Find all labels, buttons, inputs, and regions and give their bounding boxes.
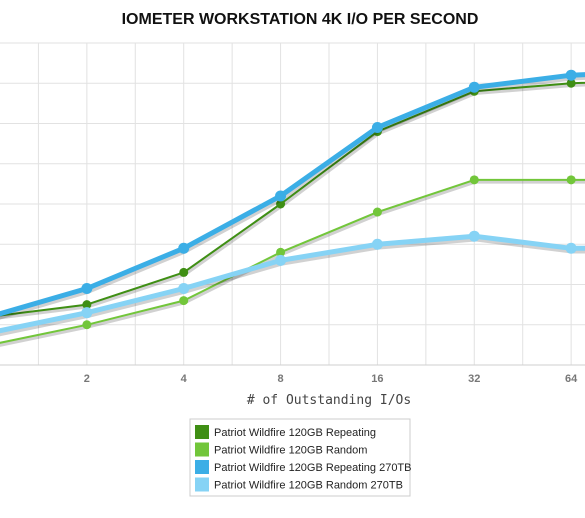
series-3 — [0, 69, 585, 320]
data-point — [276, 199, 286, 209]
x-tick-label: 2 — [84, 373, 90, 385]
legend-label: Patriot Wildfire 120GB Repeating — [214, 427, 376, 439]
data-point — [275, 254, 287, 266]
x-tick-label: 4 — [181, 373, 188, 385]
data-point — [82, 320, 92, 330]
series-line — [0, 81, 585, 317]
data-point — [81, 283, 93, 295]
legend: Patriot Wildfire 120GB Repeating Patriot … — [189, 418, 412, 497]
series-4 — [0, 230, 585, 337]
series-lines — [0, 69, 585, 347]
data-point — [371, 238, 383, 250]
data-point — [371, 122, 383, 134]
data-point — [566, 175, 576, 185]
data-point — [82, 300, 92, 310]
legend-box — [189, 418, 411, 497]
series-line — [0, 178, 585, 344]
legend-label: Patriot Wildfire 120GB Random — [214, 445, 367, 457]
x-tick-label: 8 — [278, 373, 284, 385]
data-point — [178, 283, 190, 295]
x-axis-ticks: 2 4 8 16 32 64 — [84, 373, 578, 385]
legend-label: Patriot Wildfire 120GB Random 270TB — [214, 480, 403, 492]
data-point — [275, 190, 287, 202]
data-point — [468, 230, 480, 242]
data-point — [179, 296, 189, 306]
x-axis-title: # of Outstanding I/Os — [247, 393, 411, 408]
data-point — [179, 267, 189, 277]
legend-swatch — [195, 425, 209, 439]
series-line-shadow — [0, 83, 585, 320]
data-point — [276, 247, 286, 257]
data-point — [469, 175, 479, 185]
data-point — [565, 242, 577, 254]
data-point — [372, 207, 382, 217]
data-point — [81, 307, 93, 319]
data-point — [178, 242, 190, 254]
data-point — [566, 78, 576, 88]
legend-swatch — [195, 442, 209, 457]
data-point — [565, 69, 577, 81]
legend-swatch — [195, 477, 209, 492]
legend-label: Patriot Wildfire 120GB Repeating 270TB — [214, 462, 412, 474]
x-tick-label: 32 — [468, 373, 480, 385]
series-line — [0, 233, 585, 334]
series-line — [0, 72, 585, 317]
chart-title: IOMETER WORKSTATION 4K I/O PER SECOND — [122, 11, 479, 28]
x-tick-label: 64 — [565, 373, 578, 385]
x-tick-label: 16 — [371, 373, 383, 385]
data-point — [468, 81, 480, 93]
series-2 — [0, 175, 585, 347]
series-line-shadow — [0, 180, 585, 347]
legend-swatch — [195, 460, 209, 474]
